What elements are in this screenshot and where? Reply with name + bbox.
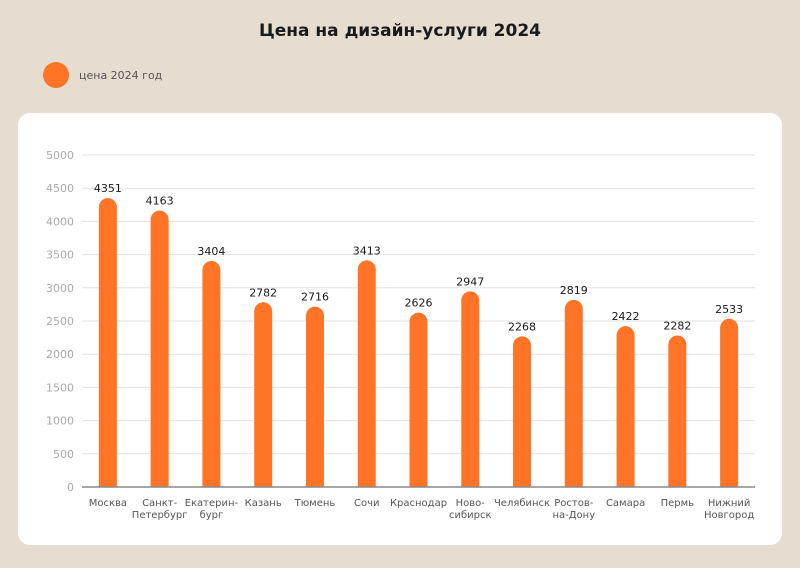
data-label: 4163 [146, 195, 174, 208]
x-tick-label: Краснодар [390, 498, 447, 509]
bar [461, 291, 480, 487]
chart-card [18, 113, 782, 545]
y-tick-label: 1000 [46, 415, 74, 428]
bar [305, 306, 324, 487]
x-tick-label: Ростов- [554, 498, 593, 509]
data-label: 2819 [560, 284, 588, 297]
data-label: 2268 [508, 320, 536, 333]
chart-title: Цена на дизайн-услуги 2024 [259, 21, 541, 41]
x-tick-label: Пермь [661, 498, 695, 509]
legend-label: цена 2024 год [79, 68, 163, 82]
data-label: 2422 [612, 310, 640, 323]
data-label: 4351 [94, 182, 122, 195]
x-tick-label: Челябинск [494, 498, 550, 509]
y-tick-label: 500 [53, 448, 74, 461]
data-label: 2533 [715, 303, 743, 316]
data-label: 2947 [456, 275, 484, 288]
bar [254, 302, 273, 487]
x-tick-label: Новгород [704, 510, 754, 521]
x-tick-label: Самара [606, 498, 645, 509]
bar [668, 335, 687, 487]
bar [720, 318, 739, 487]
legend: цена 2024 год [43, 62, 162, 88]
y-tick-label: 1500 [46, 381, 74, 394]
bar [564, 299, 583, 487]
bar [409, 312, 428, 487]
bar [513, 336, 532, 487]
bar [357, 260, 376, 487]
y-tick-label: 4000 [46, 215, 74, 228]
data-label: 3404 [197, 245, 225, 258]
x-tick-label: Санкт- [142, 498, 178, 509]
y-tick-label: 4500 [46, 182, 74, 195]
x-tick-label: на-Дону [552, 510, 595, 521]
y-tick-label: 3000 [46, 282, 74, 295]
x-tick-label: бург [200, 510, 224, 521]
legend-swatch [43, 62, 69, 88]
bar [98, 198, 117, 487]
x-tick-label: Тюмень [294, 498, 336, 509]
data-label: 2626 [405, 297, 433, 310]
y-tick-label: 2500 [46, 315, 74, 328]
x-tick-label: Сочи [354, 498, 380, 509]
x-tick-label: Казань [245, 498, 282, 509]
data-label: 2782 [249, 286, 277, 299]
y-tick-label: 2000 [46, 348, 74, 361]
y-tick-label: 5000 [46, 149, 74, 162]
x-tick-label: сибирск [449, 510, 492, 521]
x-tick-label: Ново- [456, 498, 486, 509]
x-tick-label: Нижний [708, 498, 751, 509]
bar [202, 260, 221, 487]
bar [150, 210, 169, 487]
data-label: 2282 [663, 319, 691, 332]
x-tick-label: Екатерин- [185, 498, 239, 509]
bar [616, 326, 635, 487]
y-tick-label: 0 [67, 481, 74, 494]
data-label: 2716 [301, 291, 329, 304]
data-label: 3413 [353, 244, 381, 257]
x-tick-label: Москва [89, 498, 127, 509]
y-tick-label: 3500 [46, 249, 74, 262]
x-tick-label: Петербург [132, 510, 188, 521]
